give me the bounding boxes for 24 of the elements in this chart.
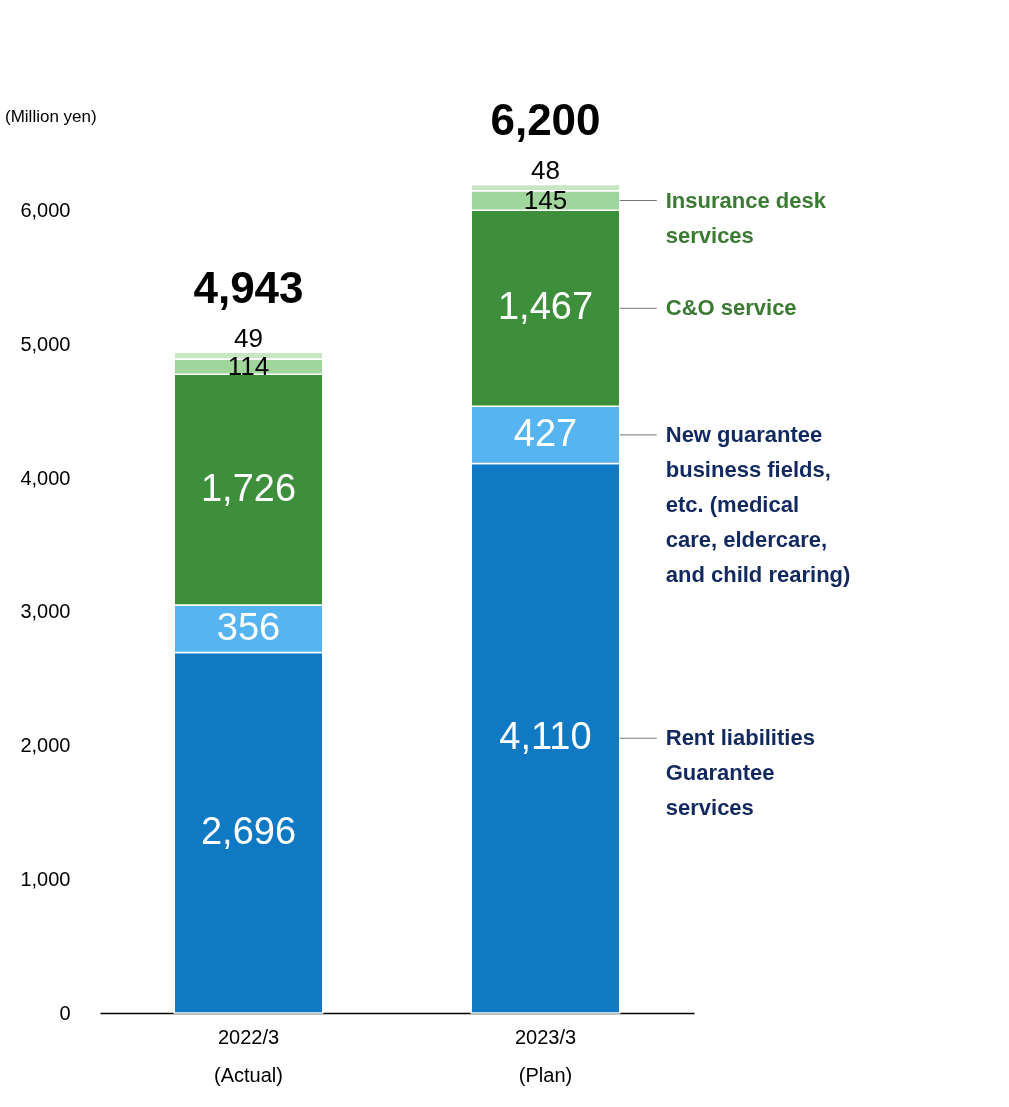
y-tick-label: 5,000: [20, 332, 71, 355]
data-label: 48: [531, 155, 560, 186]
data-label: 1,726: [200, 466, 297, 509]
total-label: 4,943: [193, 263, 304, 313]
data-label: 427: [513, 411, 578, 454]
x-tick-label: 2023/3 (Plan): [514, 1025, 577, 1086]
y-tick-label: 6,000: [20, 199, 71, 222]
text: Insurance desk services: [665, 187, 827, 248]
y-tick-label: 2,000: [20, 734, 71, 757]
text: (Million yen): [5, 107, 97, 126]
data-label: 2,696: [200, 809, 297, 852]
y-tick-label: 0: [59, 1001, 71, 1024]
data-label: 4,110: [499, 715, 592, 758]
data-label: 1,467: [497, 285, 594, 328]
y-tick-label: 3,000: [20, 600, 71, 623]
data-label: 145: [523, 184, 568, 215]
x-tick-label: 2022/3 (Actual): [214, 1025, 283, 1086]
text: C&O service: [665, 295, 797, 321]
text: New guarantee business fields, etc. (medical care, eldercare, and child rearing): [665, 421, 851, 587]
total-label: 6,200: [490, 95, 601, 145]
data-label: 356: [216, 605, 281, 648]
y-tick-label: 4,000: [20, 466, 71, 489]
y-tick-label: 1,000: [20, 867, 71, 890]
text: Rent liabilities Guarantee services: [665, 725, 815, 821]
